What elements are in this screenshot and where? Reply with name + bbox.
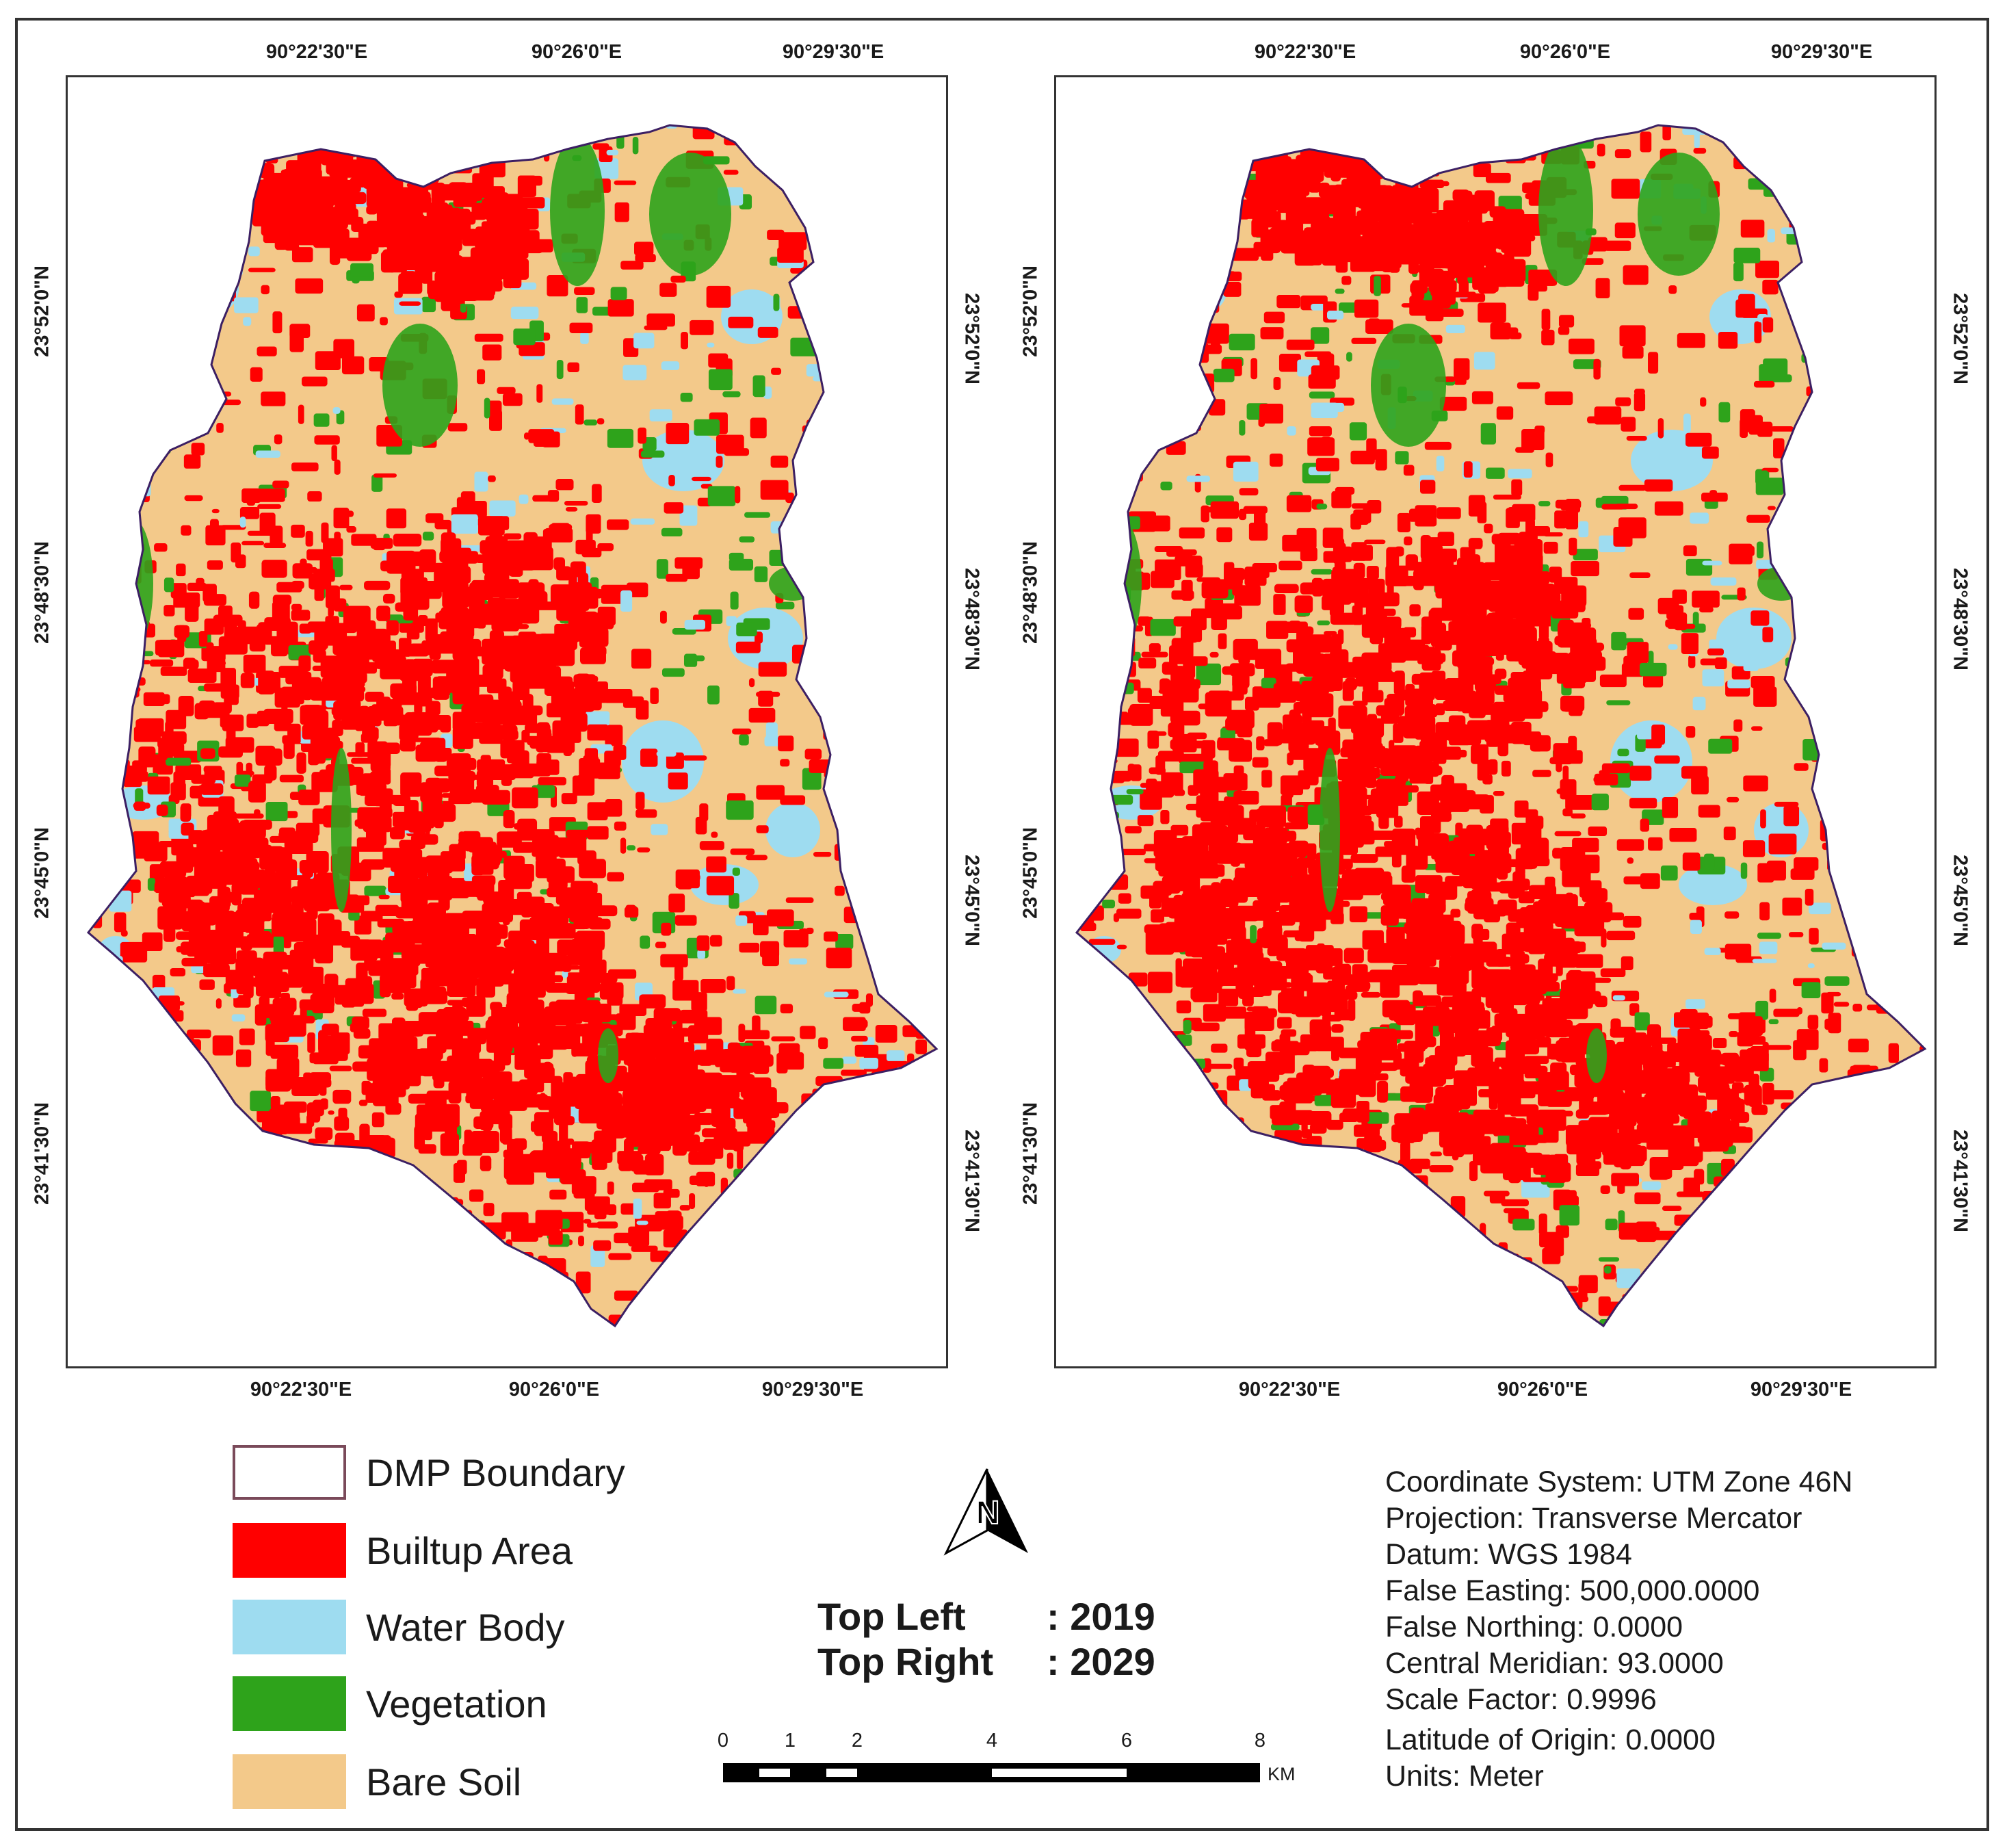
left-tick-label: 23°48'30"N [1019, 541, 1042, 644]
legend-label: DMP Boundary [366, 1451, 625, 1494]
left-tick-label: 23°48'30"N [31, 541, 53, 644]
legend-swatch [233, 1676, 346, 1731]
bottom-tick-label: 90°29'30"E [761, 1379, 864, 1401]
top-left-key: Top Left [817, 1595, 966, 1638]
left-tick-label: 23°45'0"N [1019, 827, 1042, 919]
bottom-tick-label: 90°26'0"E [1497, 1379, 1588, 1401]
north-arrow-icon: N [943, 1468, 1028, 1556]
lulc-raster [88, 125, 936, 1326]
bottom-tick-label: 90°22'30"E [1238, 1379, 1341, 1401]
legend-label: Water Body [366, 1606, 565, 1649]
right-tick-label: 23°52'0"N [1949, 293, 1971, 385]
north-letter: N [976, 1495, 1000, 1531]
legend-label: Bare Soil [366, 1760, 522, 1804]
lulc-raster [1077, 125, 1925, 1326]
info-line: Projection: Transverse Mercator [1385, 1502, 1802, 1535]
scale-label: 8 [1254, 1730, 1266, 1752]
legend-item-water: Water Body [233, 1600, 711, 1654]
scale-label: 1 [784, 1730, 796, 1752]
right-tick-label: 23°52'0"N [960, 293, 983, 385]
legend-swatch [233, 1523, 346, 1578]
map-2019-lulc [86, 124, 939, 1328]
right-tick-label: 23°48'30"N [1949, 568, 1971, 671]
legend-item-bare-soil: Bare Soil [233, 1754, 711, 1809]
info-line: Units: Meter [1385, 1760, 1544, 1793]
map-2029-frame [1054, 75, 1937, 1368]
left-tick-label: 23°41'30"N [1019, 1102, 1042, 1205]
scale-label: 0 [717, 1730, 729, 1752]
left-tick-label: 23°45'0"N [31, 827, 53, 919]
top-tick-label: 90°29'30"E [1770, 41, 1873, 63]
dmp-boundary-outline [86, 124, 939, 1328]
projection-info: Coordinate System: UTM Zone 46N Projecti… [1385, 1464, 1853, 1795]
info-line: Latitude of Origin: 0.0000 [1385, 1723, 1716, 1756]
right-tick-label: 23°41'30"N [960, 1130, 983, 1232]
map-2029-lulc [1075, 124, 1927, 1328]
bottom-tick-label: 90°29'30"E [1750, 1379, 1852, 1401]
legend-label: Vegetation [366, 1682, 547, 1726]
bottom-tick-label: 90°22'30"E [250, 1379, 352, 1401]
scale-label: 2 [851, 1730, 863, 1752]
left-tick-label: 23°52'0"N [31, 265, 53, 357]
info-line: False Northing: 0.0000 [1385, 1611, 1683, 1643]
info-line: Datum: WGS 1984 [1385, 1538, 1632, 1571]
left-tick-label: 23°41'30"N [31, 1102, 53, 1205]
legend-swatch [233, 1445, 346, 1500]
legend-swatch [233, 1600, 346, 1654]
scale-label: 4 [986, 1730, 998, 1752]
right-tick-label: 23°45'0"N [1949, 855, 1971, 946]
legend-swatch [233, 1754, 346, 1809]
right-tick-label: 23°45'0"N [960, 855, 983, 946]
scale-bar [723, 1763, 1260, 1782]
top-right-key: Top Right [817, 1640, 994, 1683]
legend-item-dmp-boundary: DMP Boundary [233, 1445, 711, 1500]
legend-item-builtup: Builtup Area [233, 1523, 711, 1578]
bottom-tick-label: 90°26'0"E [508, 1379, 600, 1401]
right-tick-label: 23°48'30"N [960, 568, 983, 671]
info-line: Coordinate System: UTM Zone 46N [1385, 1466, 1853, 1498]
right-tick-label: 23°41'30"N [1949, 1130, 1971, 1232]
top-tick-label: 90°29'30"E [782, 41, 884, 63]
top-tick-label: 90°22'30"E [265, 41, 368, 63]
info-line: Scale Factor: 0.9996 [1385, 1683, 1657, 1716]
legend-item-vegetation: Vegetation [233, 1676, 711, 1731]
top-tick-label: 90°26'0"E [531, 41, 622, 63]
map-2019-frame [66, 75, 948, 1368]
info-line: Central Meridian: 93.0000 [1385, 1647, 1724, 1680]
top-left-year: : 2019 [1047, 1595, 1155, 1638]
top-tick-label: 90°22'30"E [1254, 41, 1356, 63]
top-right-year: : 2029 [1047, 1640, 1155, 1683]
figure-frame [15, 18, 1989, 1831]
scale-unit: KM [1268, 1764, 1296, 1784]
dmp-boundary-outline [1075, 124, 1927, 1328]
left-tick-label: 23°52'0"N [1019, 265, 1042, 357]
legend-label: Builtup Area [366, 1529, 573, 1572]
info-line: False Easting: 500,000.0000 [1385, 1574, 1760, 1607]
scale-label: 6 [1120, 1730, 1133, 1752]
top-tick-label: 90°26'0"E [1519, 41, 1611, 63]
